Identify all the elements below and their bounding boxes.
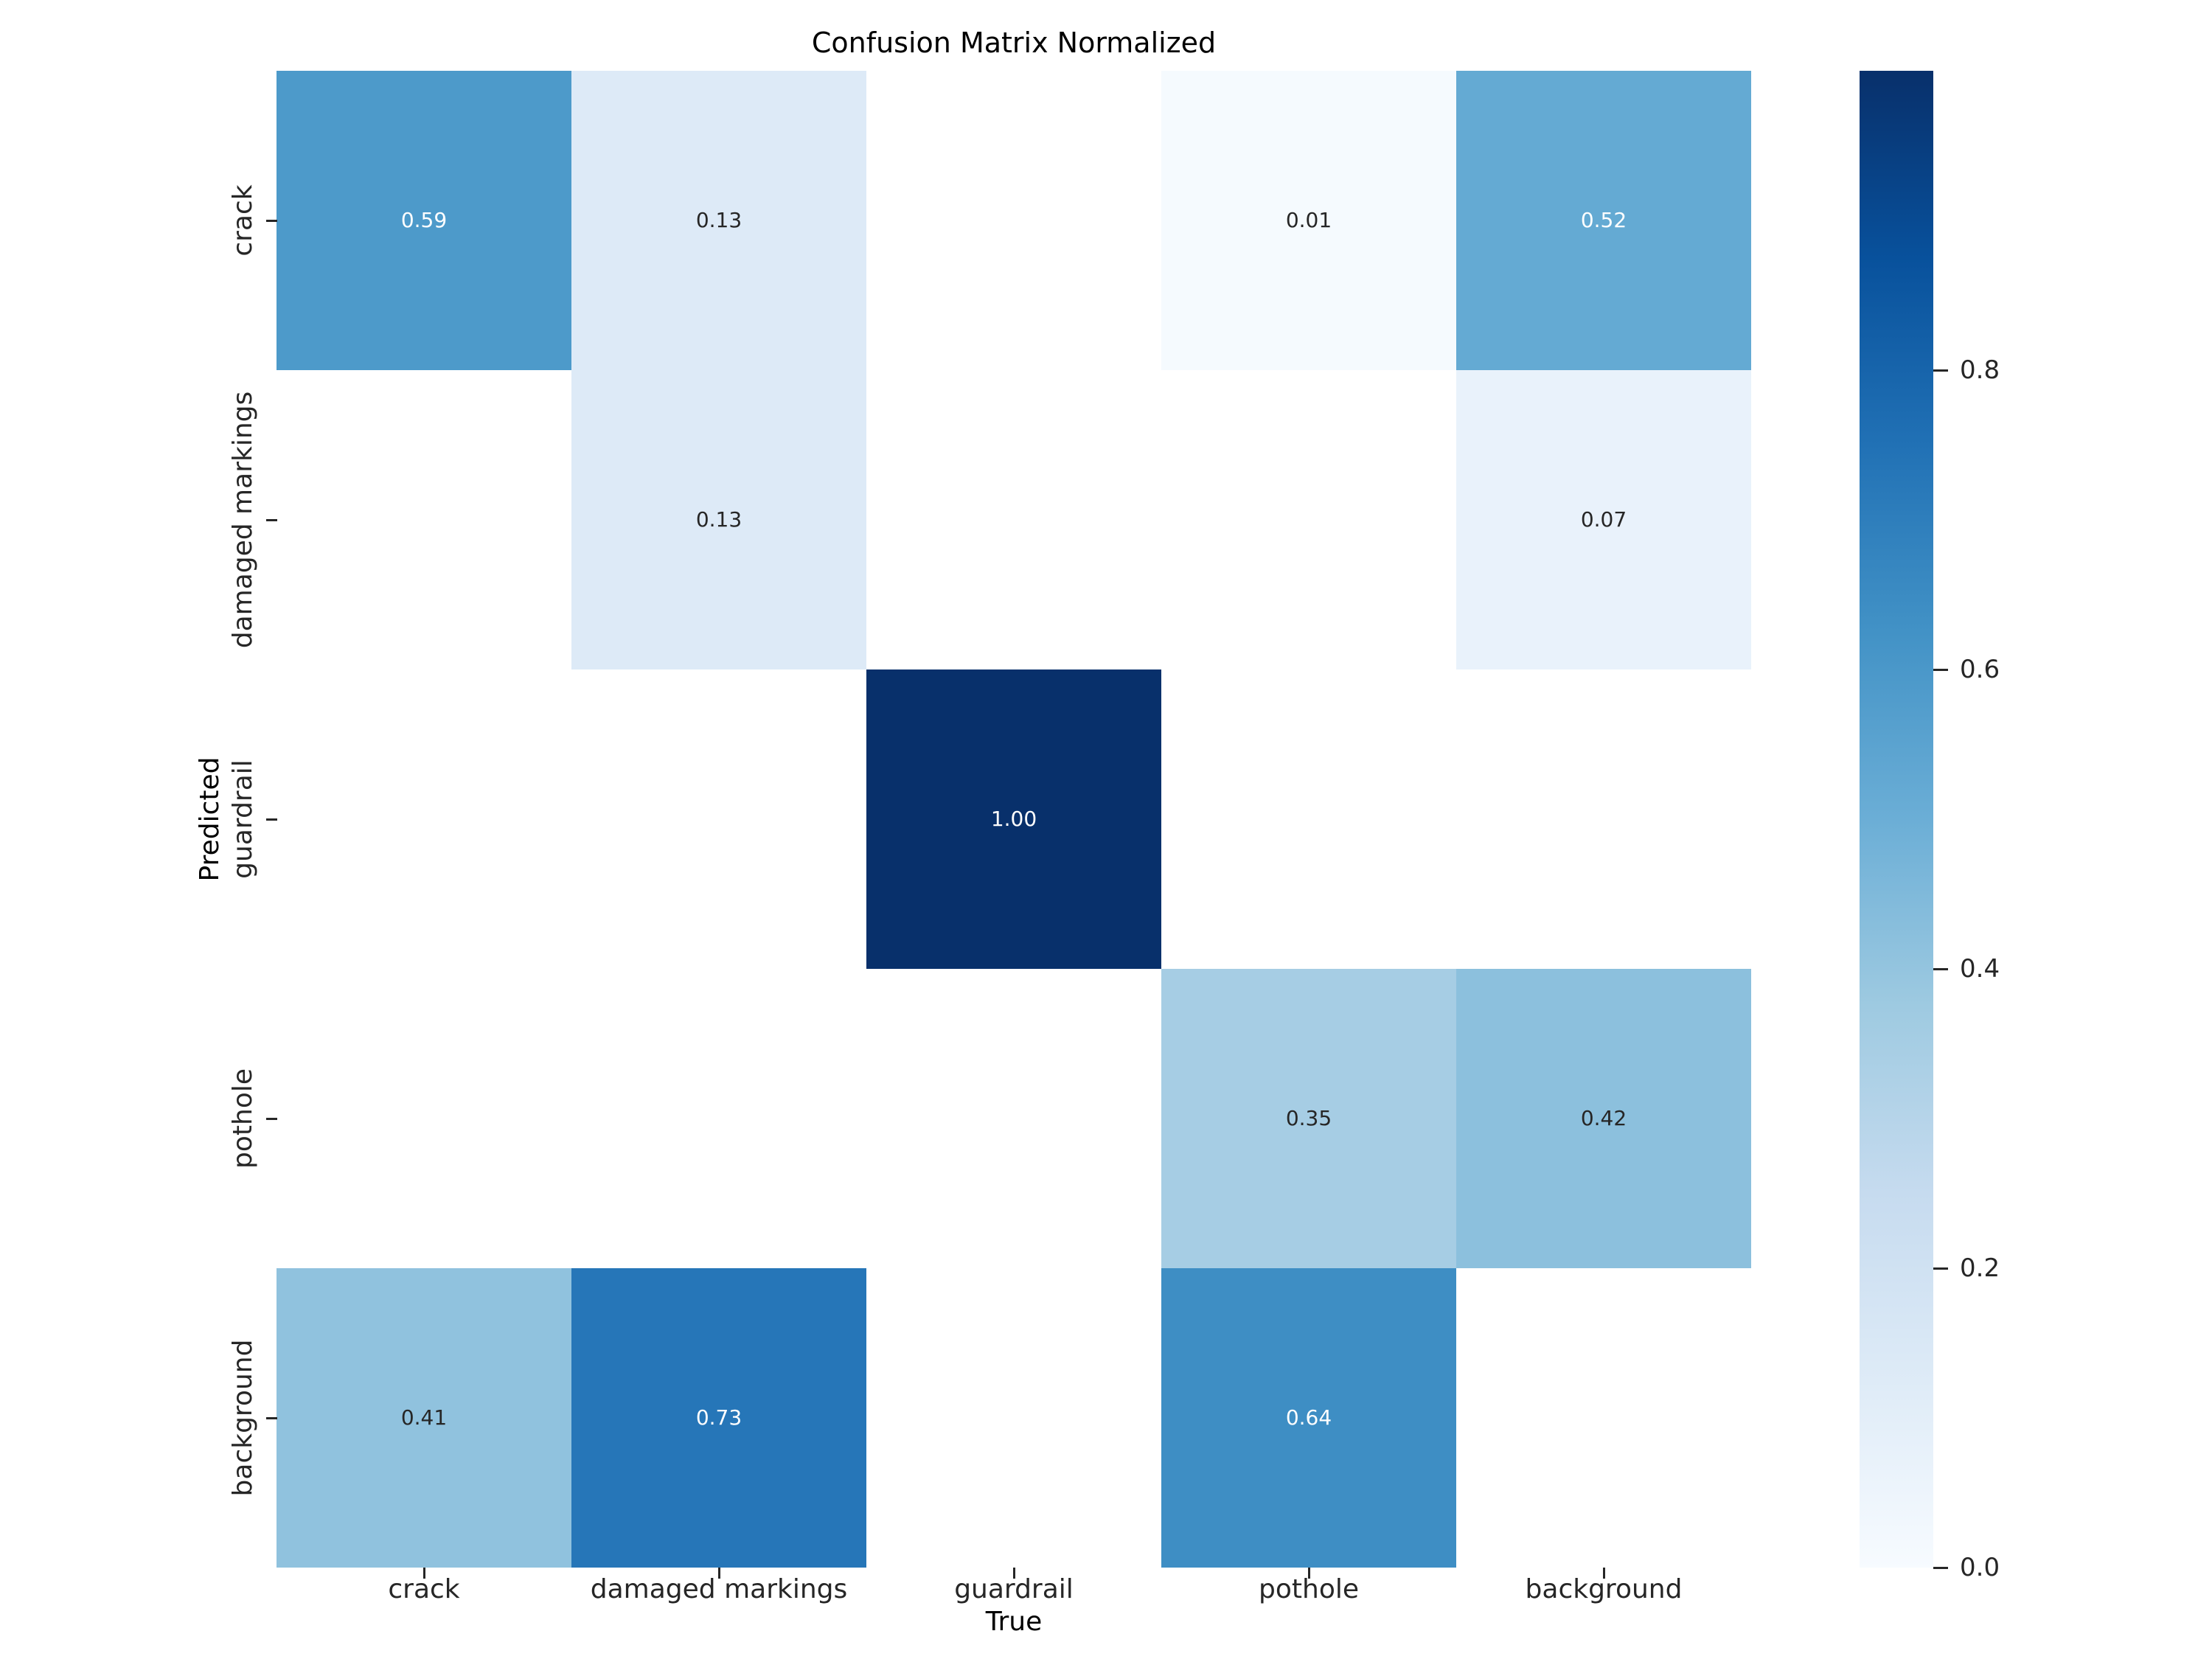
heatmap-cell [571,969,866,1268]
x-tick-mark [1602,1568,1605,1579]
x-tick-label: damaged markings [590,1574,848,1604]
heatmap-cell: 0.01 [1161,71,1456,370]
heatmap-cell: 0.07 [1456,370,1751,669]
cell-value: 1.00 [990,807,1037,831]
colorbar-tick-label: 0.2 [1960,1253,2000,1283]
cell-value: 0.59 [400,208,448,232]
heatmap-cell [866,370,1161,669]
colorbar-tick-mark [1933,967,1948,970]
heatmap-cell: 0.41 [276,1268,571,1568]
heatmap-cell: 0.64 [1161,1268,1456,1568]
heatmap-cell [276,370,571,669]
colorbar-tick-mark [1933,369,1948,372]
cell-value: 0.35 [1285,1106,1332,1130]
heatmap-cell [276,669,571,969]
colorbar-tick-mark [1933,1566,1948,1569]
heatmap-cell [1456,669,1751,969]
cell-value: 0.01 [1285,208,1332,232]
x-axis-title: True [985,1607,1043,1637]
y-tick-label: damaged markings [228,391,258,649]
x-tick-label: crack [388,1574,460,1604]
heatmap-cell [571,669,866,969]
colorbar-tick-mark [1933,668,1948,671]
heatmap-grid: 0.59 0.13 0.01 0.52 0.13 0.07 1.00 0.35 0.42 0.41… [276,71,1751,1568]
heatmap-cell: 0.42 [1456,969,1751,1268]
colorbar-tick-label: 0.8 [1960,355,2000,385]
cell-value: 0.13 [695,208,742,232]
colorbar [1860,71,1933,1568]
y-tick-label: guardrail [228,759,258,879]
heatmap-cell [866,969,1161,1268]
y-tick-mark [266,818,277,821]
y-tick-label: crack [228,184,258,257]
heatmap-cell: 0.59 [276,71,571,370]
heatmap-cell [866,1268,1161,1568]
heatmap-cell [1161,669,1456,969]
x-tick-mark [717,1568,720,1579]
y-tick-label: pothole [228,1068,258,1169]
heatmap-cell: 0.35 [1161,969,1456,1268]
colorbar-tick-label: 0.4 [1960,954,2000,984]
cell-value: 0.73 [695,1405,742,1430]
y-tick-mark [266,1416,277,1419]
y-tick-mark [266,1117,277,1120]
cell-value: 0.42 [1580,1106,1627,1130]
cell-value: 0.64 [1285,1405,1332,1430]
x-tick-label: background [1525,1574,1683,1604]
x-tick-label: pothole [1259,1574,1359,1604]
heatmap-cell [1161,370,1456,669]
heatmap-cell [866,71,1161,370]
heatmap-cell: 1.00 [866,669,1161,969]
heatmap-cell: 0.73 [571,1268,866,1568]
cell-value: 0.07 [1580,507,1627,532]
x-tick-mark [1307,1568,1310,1579]
colorbar-tick-label: 0.0 [1960,1553,2000,1582]
cell-value: 0.41 [400,1405,448,1430]
chart-title: Confusion Matrix Normalized [811,27,1217,59]
x-tick-label: guardrail [954,1574,1074,1604]
y-tick-label: background [228,1339,258,1497]
heatmap-cell: 0.13 [571,370,866,669]
y-axis-title: Predicted [195,757,225,882]
colorbar-tick-mark [1933,1267,1948,1270]
heatmap-cell: 0.52 [1456,71,1751,370]
heatmap-cell [276,969,571,1268]
x-tick-mark [1012,1568,1015,1579]
x-tick-mark [422,1568,425,1579]
y-tick-mark [266,219,277,222]
heatmap-cell: 0.13 [571,71,866,370]
colorbar-tick-label: 0.6 [1960,655,2000,684]
cell-value: 0.52 [1580,208,1627,232]
heatmap-cell [1456,1268,1751,1568]
y-tick-mark [266,518,277,521]
cell-value: 0.13 [695,507,742,532]
